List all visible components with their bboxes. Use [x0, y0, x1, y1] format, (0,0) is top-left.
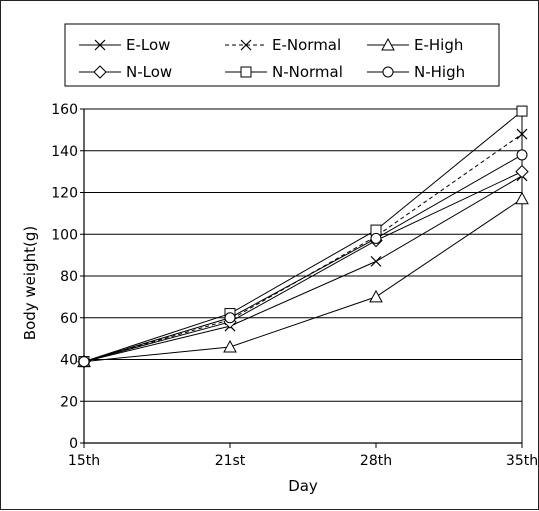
- series-e-normal: [78, 128, 528, 368]
- series-n-normal: [78, 105, 528, 368]
- legend-label: E-Normal: [272, 36, 341, 54]
- y-tick-label: 80: [60, 269, 78, 285]
- x-tick-label: 28th: [360, 453, 392, 469]
- triangle-marker: [381, 37, 395, 51]
- legend-label: E-High: [414, 36, 463, 54]
- legend-label: N-High: [414, 63, 465, 81]
- y-tick-label: 140: [51, 144, 78, 160]
- series-line: [83, 175, 523, 363]
- series-line: [83, 171, 523, 363]
- axes: 0 20 40 60 80 100 120 140 160 15th 21st 28th 35th: [51, 102, 538, 469]
- x-tick-label: 35th: [506, 453, 538, 469]
- legend-entry: N-Low: [79, 63, 172, 81]
- y-tick-label: 120: [51, 186, 78, 202]
- y-tick-label: 0: [69, 436, 78, 452]
- y-tick-label: 60: [60, 311, 78, 327]
- circle-marker: [78, 356, 90, 368]
- triangle-marker: [223, 339, 237, 353]
- legend-label: N-Low: [126, 63, 172, 81]
- legend-entry: E-Normal: [225, 36, 341, 54]
- x-marker: [240, 39, 252, 51]
- y-tick-label: 160: [51, 102, 78, 118]
- y-tick-label: 40: [60, 353, 78, 369]
- series-n-high: [78, 149, 528, 368]
- legend: E-Low E-Normal E-High N-Low N-Normal N-High: [64, 23, 500, 87]
- series-e-high: [77, 191, 529, 368]
- triangle-marker: [369, 289, 383, 303]
- x-marker: [94, 39, 106, 51]
- legend-box: [64, 23, 500, 87]
- series-line: [83, 110, 523, 363]
- x-tick-label: 15th: [68, 453, 100, 469]
- legend-label: E-Low: [126, 36, 170, 54]
- legend-entry: E-Low: [79, 36, 170, 54]
- x-tick-label: 21st: [215, 453, 246, 469]
- series-line: [83, 133, 523, 363]
- circle-marker: [370, 232, 382, 244]
- square-marker: [240, 66, 252, 78]
- series-n-low: [77, 164, 529, 369]
- legend-label: N-Normal: [272, 63, 343, 81]
- diamond-marker: [515, 164, 529, 179]
- series-e-low: [78, 170, 528, 368]
- circle-marker: [516, 149, 528, 161]
- grid: [84, 150, 522, 402]
- triangle-marker: [515, 191, 529, 205]
- series-line: [83, 198, 523, 363]
- series-line: [83, 154, 523, 363]
- legend-entry: N-High: [367, 63, 465, 81]
- y-tick-label: 100: [51, 227, 78, 243]
- circle-marker: [224, 312, 236, 324]
- x-marker: [516, 128, 528, 140]
- series-layer: [77, 105, 529, 369]
- diamond-marker: [93, 65, 107, 79]
- square-marker: [516, 105, 528, 117]
- y-tick-label: 20: [60, 394, 78, 410]
- x-marker: [370, 255, 382, 267]
- circle-marker: [382, 66, 394, 78]
- x-axis-title: Day: [288, 477, 318, 495]
- y-axis-title: Body weight(g): [21, 226, 39, 340]
- legend-entry: E-High: [367, 36, 463, 54]
- legend-entry: N-Normal: [225, 63, 343, 81]
